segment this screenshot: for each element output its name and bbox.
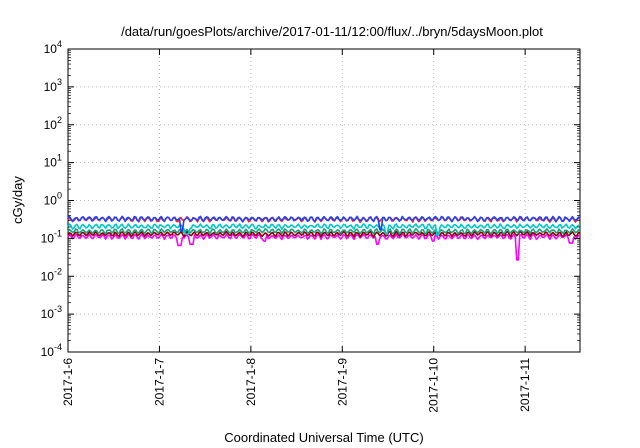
- x-tick-label: 2017-1-11: [518, 358, 532, 412]
- x-tick-label: 2017-1-8: [244, 358, 258, 406]
- series-line-6: [67, 215, 581, 232]
- x-tick-label: 2017-1-6: [61, 358, 75, 406]
- y-tick-label: 102: [44, 115, 62, 132]
- x-tick-label: 2017-1-10: [427, 358, 441, 413]
- y-tick-label: 100: [44, 191, 62, 208]
- y-tick-label: 104: [44, 39, 62, 56]
- y-axis-ticks: 10-4 10-3 10-2 10-1 100 101 102 103 104: [41, 39, 580, 359]
- grid: [68, 49, 580, 352]
- y-tick-label: 10-2: [41, 266, 62, 283]
- x-axis-label: Coordinated Universal Time (UTC): [224, 430, 423, 445]
- x-tick-label: 2017-1-7: [152, 358, 166, 406]
- chart-title: /data/run/goesPlots/archive/2017-01-11/1…: [121, 24, 543, 39]
- y-tick-label: 10-4: [41, 342, 62, 359]
- x-tick-label: 2017-1-9: [335, 358, 349, 406]
- y-axis-label: cGy/day: [10, 176, 25, 224]
- series-line-4: [67, 223, 581, 237]
- y-tick-label: 10-1: [41, 228, 62, 245]
- y-tick-label: 103: [44, 77, 62, 94]
- y-tick-label: 101: [44, 153, 62, 170]
- series-line-3: [67, 227, 581, 235]
- series-line-2: [67, 230, 581, 238]
- series-line-1: [67, 233, 581, 261]
- y-tick-label: 10-3: [41, 304, 62, 321]
- x-axis-ticks: 2017-1-6 2017-1-7 2017-1-8 2017-1-9 2017-1-1…: [61, 49, 532, 413]
- series-group: [67, 215, 581, 261]
